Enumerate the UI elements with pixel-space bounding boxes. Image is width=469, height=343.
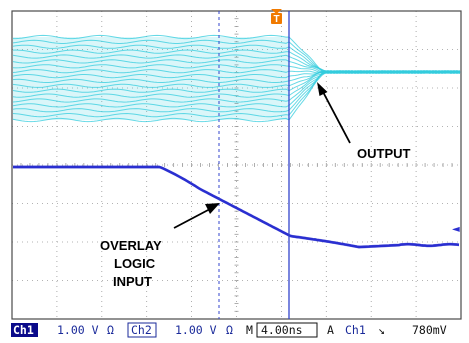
trigger-level[interactable]: 780mV (412, 323, 447, 337)
timebase-value: 4.00ns (261, 323, 303, 337)
trigger-marker-label: T (273, 14, 279, 25)
graticule-border (11, 10, 462, 320)
input-annotation-line-1: OVERLAY (100, 238, 162, 253)
trigger-marker-icon[interactable]: T (271, 9, 282, 25)
input-annotation-line-2: LOGIC (114, 256, 156, 271)
ch1-output-waveform (12, 34, 461, 123)
ch1-scale[interactable]: 1.00 V (57, 323, 99, 337)
trigger-mode[interactable]: A (327, 323, 334, 337)
output-arrow-head-icon (317, 82, 328, 96)
ch1-label: Ch1 (13, 323, 34, 337)
output-annotation: OUTPUT (357, 146, 411, 161)
ch2-trace (13, 165, 460, 249)
input-arrow-line (173, 208, 211, 229)
input-arrow-head-icon (205, 203, 220, 214)
status-bar: Ch1 1.00 V Ω Ch2 1.00 V Ω M 4.00ns A Ch1… (11, 322, 447, 338)
graticule (11, 10, 462, 320)
ch2-level-marker-icon[interactable]: ◄ (452, 224, 460, 235)
output-arrow-line (321, 89, 351, 144)
ch2-scale[interactable]: 1.00 V (175, 323, 217, 337)
input-annotation-line-3: INPUT (113, 274, 152, 289)
trigger-source[interactable]: Ch1 (345, 323, 366, 337)
timebase-box[interactable] (256, 322, 318, 338)
trigger-slope-icon[interactable]: ↘ (378, 323, 385, 337)
ch1-badge[interactable] (11, 323, 38, 337)
ch2-coupling-icon: Ω (226, 323, 233, 337)
ch2-trace (13, 167, 460, 249)
ch1-coupling-icon: Ω (107, 323, 114, 337)
ch2-badge[interactable] (127, 322, 157, 338)
ch2-label: Ch2 (131, 323, 152, 337)
ch1-envelope-fill (13, 37, 289, 120)
ch2-input-waveform (13, 165, 460, 249)
timebase-label: M (246, 323, 253, 337)
